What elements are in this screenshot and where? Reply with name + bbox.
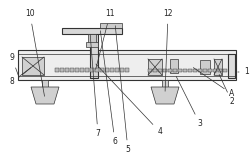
Text: A: A (193, 68, 234, 98)
Bar (208, 69, 212, 72)
Bar (162, 80, 168, 87)
Text: 1: 1 (238, 68, 250, 76)
Bar (223, 69, 227, 72)
Bar (198, 69, 202, 72)
Bar (148, 69, 152, 72)
Text: 5: 5 (115, 26, 130, 155)
Bar (168, 69, 172, 72)
Bar (213, 69, 217, 72)
Bar (203, 69, 207, 72)
Bar (70, 68, 74, 72)
Bar (193, 69, 197, 72)
Bar (158, 69, 162, 72)
Bar (85, 68, 89, 72)
Bar (62, 28, 122, 34)
Text: 9: 9 (10, 53, 19, 77)
Bar (18, 50, 236, 80)
Bar (86, 42, 98, 47)
Bar (105, 68, 109, 72)
Bar (90, 68, 94, 72)
Bar (188, 69, 192, 72)
Text: 12: 12 (163, 10, 173, 91)
Bar (65, 68, 69, 72)
Circle shape (186, 61, 196, 71)
Bar (163, 69, 167, 72)
Bar (22, 57, 44, 75)
Text: 4: 4 (96, 64, 162, 137)
Text: 2: 2 (219, 75, 234, 106)
Polygon shape (151, 87, 179, 104)
Text: 8: 8 (10, 68, 31, 87)
Bar (110, 68, 114, 72)
Polygon shape (31, 87, 59, 104)
Bar (88, 34, 96, 44)
Bar (90, 30, 98, 78)
Bar (173, 69, 177, 72)
Bar (75, 68, 79, 72)
Text: 7: 7 (90, 35, 101, 139)
Bar (228, 54, 235, 78)
Bar (120, 68, 124, 72)
Bar (115, 68, 119, 72)
Bar (125, 68, 129, 72)
Bar (178, 69, 182, 72)
Bar (55, 68, 59, 72)
Circle shape (181, 56, 201, 76)
Text: 10: 10 (25, 10, 44, 96)
Bar (183, 69, 187, 72)
Bar (218, 69, 222, 72)
Bar (214, 59, 222, 75)
Bar (100, 23, 122, 28)
Bar (200, 60, 210, 74)
Bar (148, 59, 162, 75)
Bar (60, 68, 64, 72)
Bar (100, 68, 104, 72)
Bar (153, 69, 157, 72)
Text: 11: 11 (96, 10, 115, 69)
Bar (170, 59, 178, 73)
Bar (80, 68, 84, 72)
Bar (42, 80, 48, 87)
Text: 3: 3 (176, 76, 203, 128)
Bar (95, 68, 99, 72)
Text: 6: 6 (100, 31, 117, 146)
